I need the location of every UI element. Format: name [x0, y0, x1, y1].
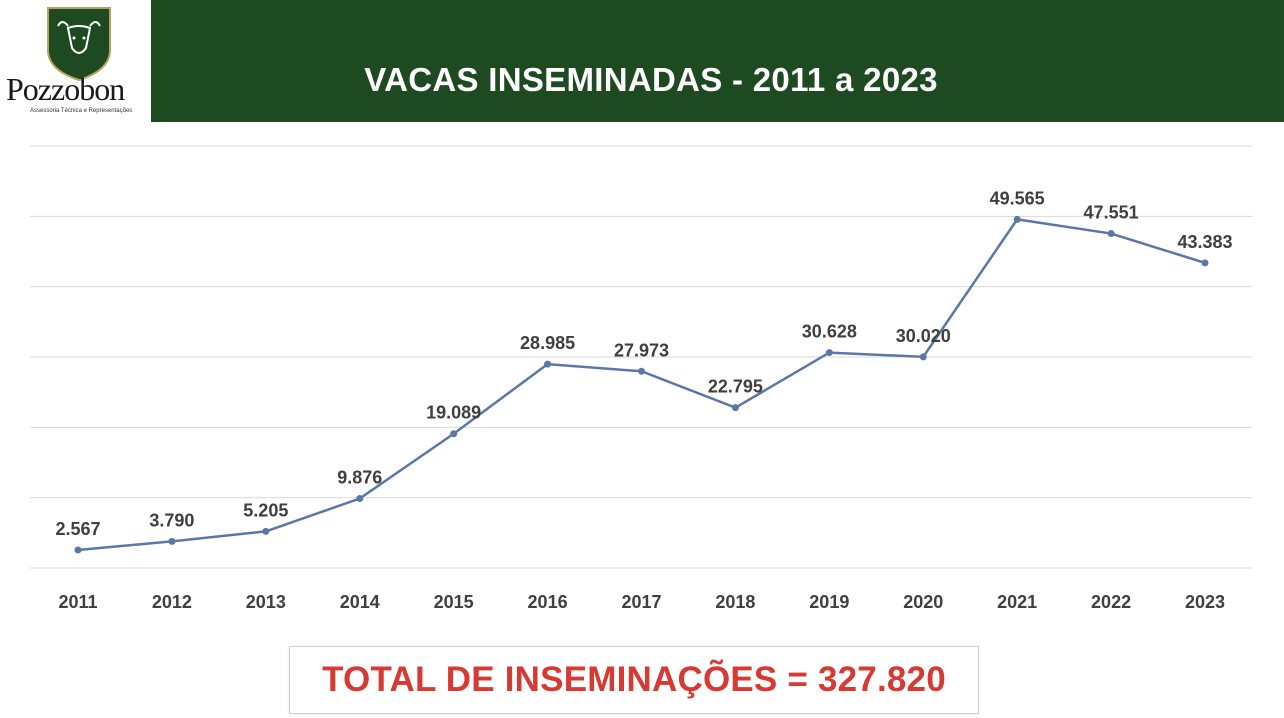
line-chart: 2.567 3.790 5.205 9.876 19.089 28.985 27.973 22…: [30, 145, 1252, 612]
logo: Pozzobon Assessoria Técnica e Representa…: [0, 0, 151, 122]
data-point: [825, 349, 833, 357]
data-label: 27.973: [614, 340, 669, 360]
data-point: [74, 546, 82, 554]
data-label: 3.790: [149, 510, 194, 530]
data-point: [1201, 259, 1209, 267]
data-label: 5.205: [243, 500, 288, 520]
x-tick-label: 2012: [152, 592, 192, 612]
brand-name: Pozzobon: [6, 71, 125, 107]
data-point: [544, 360, 552, 368]
x-tick-label: 2015: [434, 592, 474, 612]
data-label: 30.020: [896, 326, 951, 346]
x-tick-label: 2014: [340, 592, 380, 612]
header-banner: Pozzobon Assessoria Técnica e Representa…: [0, 0, 1284, 122]
x-tick-label: 2013: [246, 592, 286, 612]
data-label: 49.565: [990, 188, 1045, 208]
x-tick-label: 2017: [621, 592, 661, 612]
x-tick-label: 2016: [528, 592, 568, 612]
data-label: 28.985: [520, 333, 575, 353]
x-tick-label: 2023: [1185, 592, 1225, 612]
x-axis-ticks: 2011 2012 2013 2014 2015 2016 2017 2018 2019 2020…: [58, 592, 1225, 612]
brand-tagline: Assessoria Técnica e Representações: [30, 108, 133, 114]
data-label: 19.089: [426, 403, 481, 423]
chart-grid: [30, 145, 1252, 569]
x-tick-label: 2019: [809, 592, 849, 612]
data-point: [731, 404, 739, 412]
data-label: 2.567: [55, 519, 100, 539]
page-title: VACAS INSEMINADAS - 2011 a 2023: [364, 61, 938, 98]
total-inseminations: TOTAL DE INSEMINAÇÕES = 327.820: [322, 660, 946, 699]
data-point: [919, 353, 927, 361]
x-tick-label: 2022: [1091, 592, 1131, 612]
data-point: [1107, 230, 1115, 238]
x-tick-label: 2011: [58, 592, 97, 612]
data-point: [168, 537, 176, 545]
x-tick-label: 2018: [715, 592, 755, 612]
total-box: TOTAL DE INSEMINAÇÕES = 327.820: [289, 646, 979, 714]
data-label: 43.383: [1177, 232, 1232, 252]
data-label: 47.551: [1084, 203, 1139, 223]
data-label: 22.795: [708, 377, 763, 397]
data-point: [450, 430, 458, 438]
data-point: [638, 367, 645, 375]
data-point: [1013, 215, 1021, 223]
chart-series: 2.567 3.790 5.205 9.876 19.089 28.985 27.973 22…: [55, 188, 1233, 554]
x-tick-label: 2021: [997, 592, 1037, 612]
data-point: [356, 495, 364, 503]
data-point: [262, 527, 270, 535]
bull-shield-icon: [47, 7, 111, 82]
data-label: 30.628: [802, 322, 857, 342]
x-tick-label: 2020: [903, 592, 943, 612]
data-label: 9.876: [337, 468, 382, 488]
